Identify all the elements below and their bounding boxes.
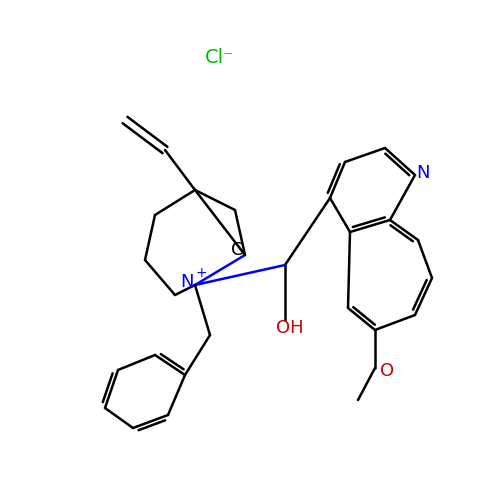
Text: OH: OH — [276, 319, 304, 337]
Text: Cl⁻: Cl⁻ — [206, 48, 234, 67]
Text: O: O — [380, 362, 394, 380]
Text: N: N — [416, 164, 430, 182]
Text: +: + — [195, 266, 207, 280]
Text: N: N — [180, 273, 194, 291]
Text: C: C — [231, 241, 243, 259]
